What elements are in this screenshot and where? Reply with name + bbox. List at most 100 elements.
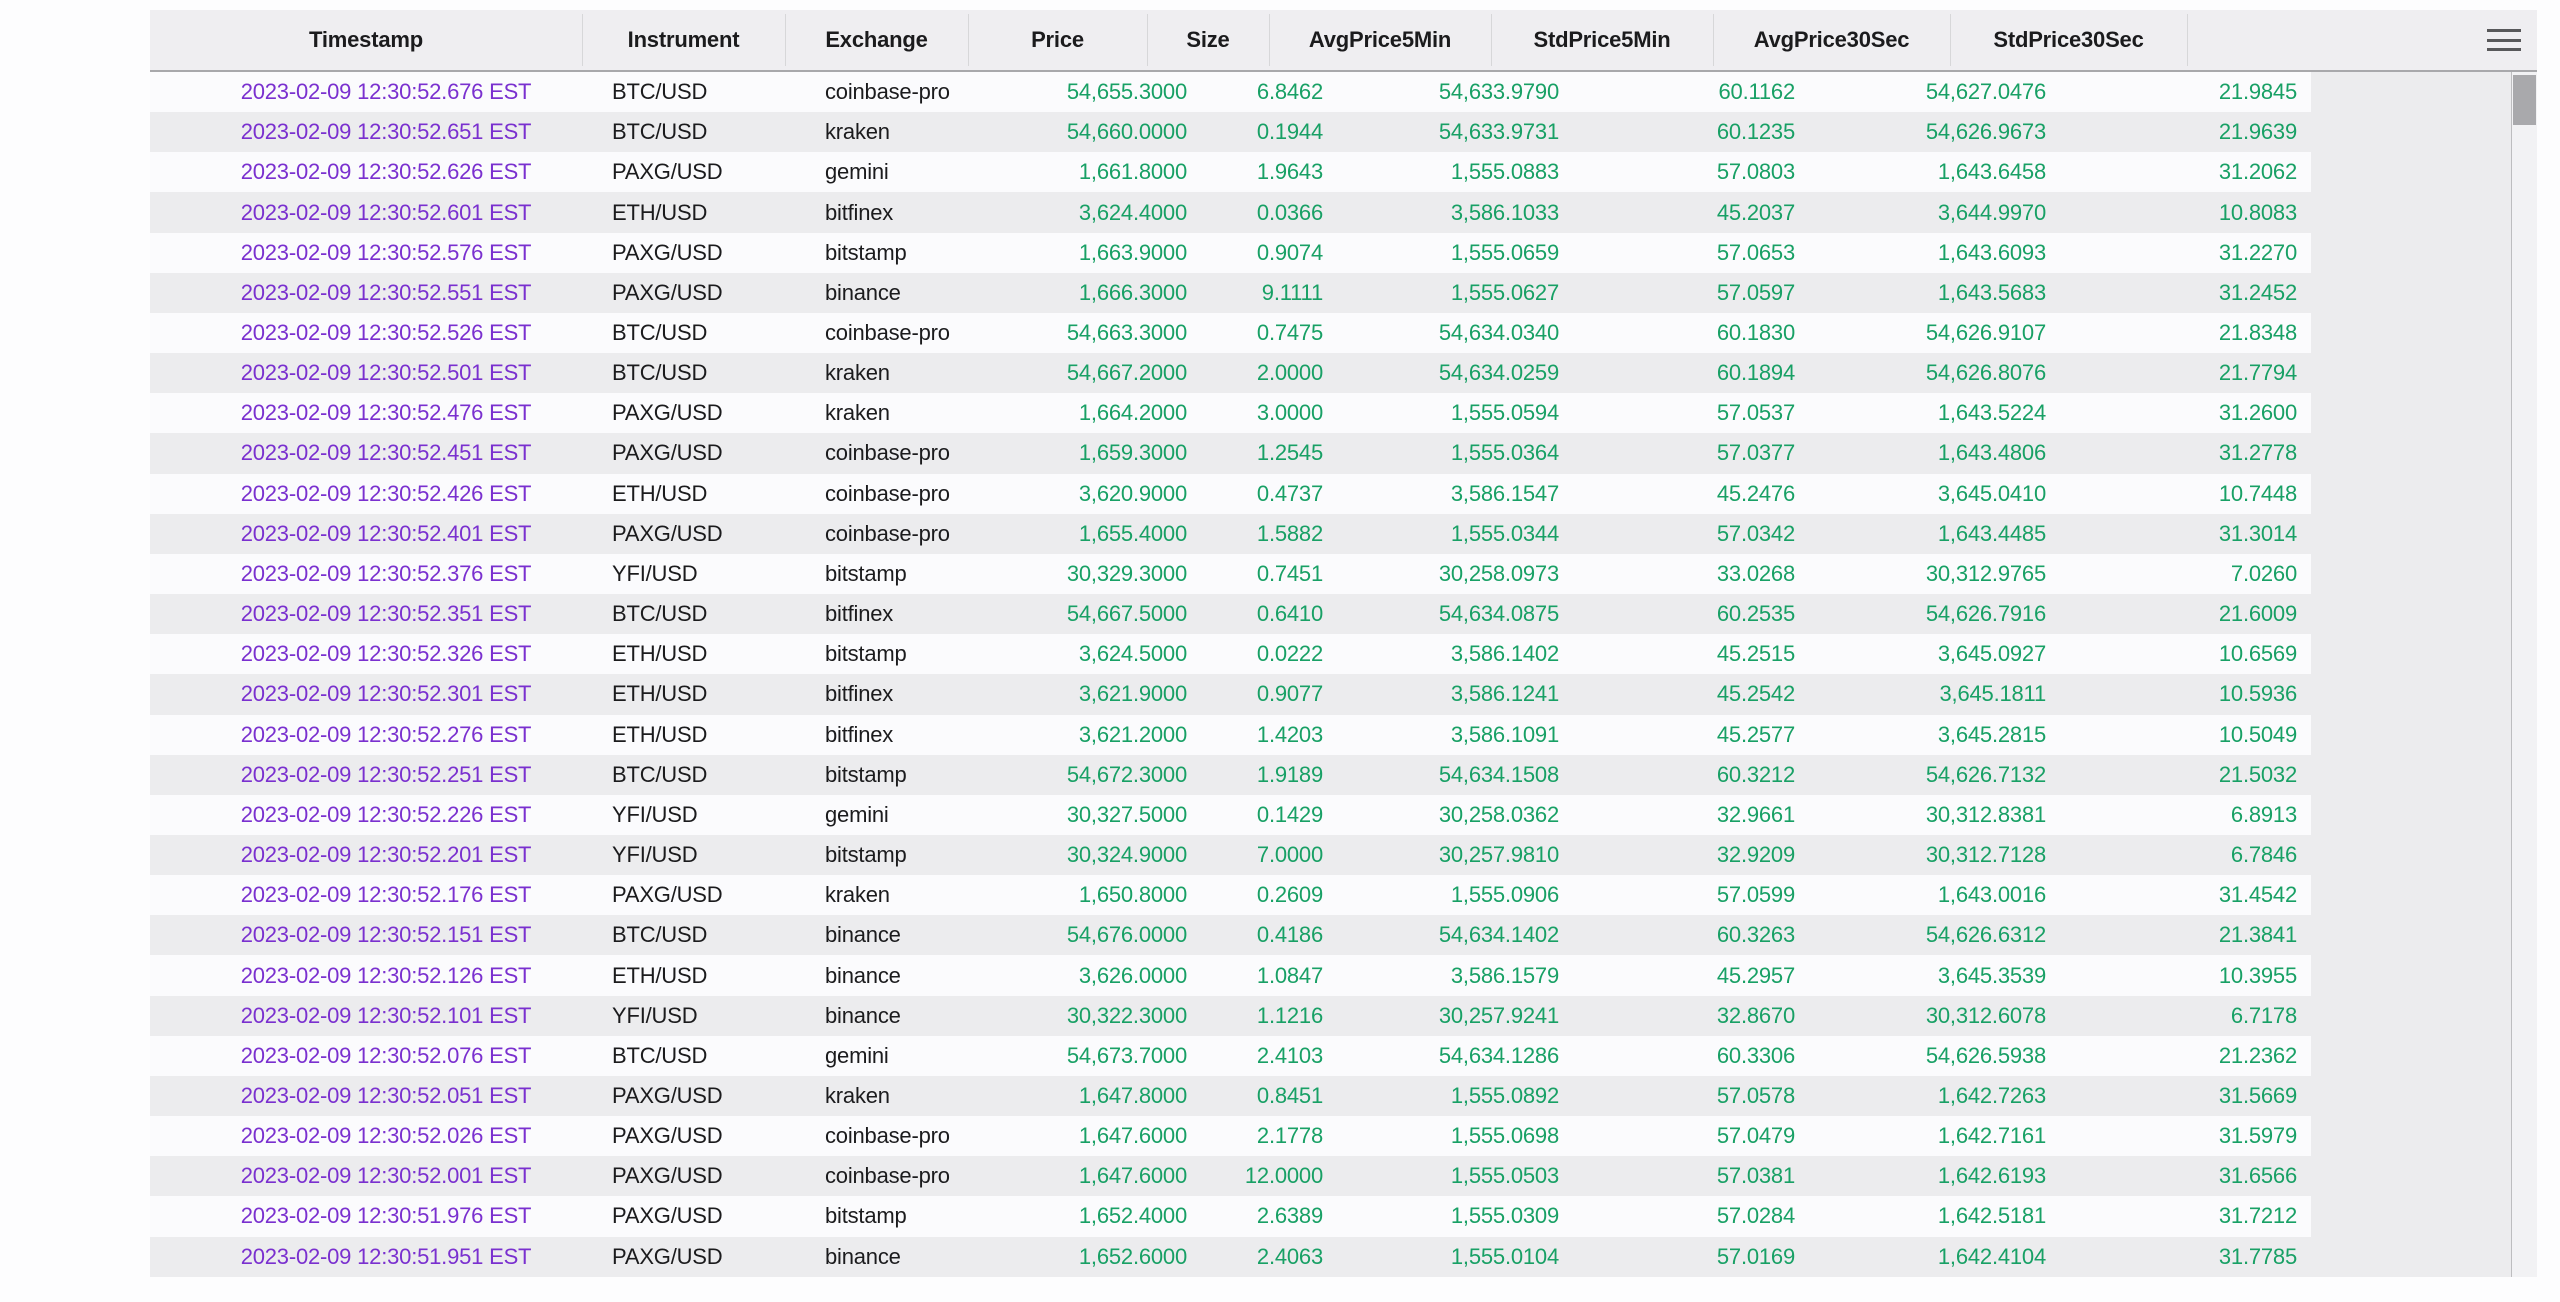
cell-size: 2.1778: [1201, 1116, 1337, 1157]
cell-size: 0.7451: [1201, 553, 1337, 595]
cell-instrument: BTC/USD: [602, 915, 815, 956]
cell-avgprice30sec: 1,642.4104: [1809, 1236, 2060, 1277]
cell-timestamp: 2023-02-09 12:30:52.626 EST: [150, 152, 602, 193]
cell-stdprice30sec: 21.9639: [2060, 112, 2311, 153]
cell-avgprice5min: 54,634.1402: [1337, 915, 1573, 956]
cell-instrument: PAXG/USD: [602, 1156, 815, 1197]
column-header-size[interactable]: Size: [1147, 10, 1269, 70]
cell-instrument: YFI/USD: [602, 794, 815, 835]
cell-avgprice30sec: 1,643.6093: [1809, 232, 2060, 273]
cell-size: 0.1944: [1201, 112, 1337, 153]
cell-price: 54,660.0000: [1008, 112, 1201, 153]
column-header-stdprice5min[interactable]: StdPrice5Min: [1491, 10, 1713, 70]
cell-timestamp: 2023-02-09 12:30:52.176 EST: [150, 875, 602, 916]
cell-avgprice5min: 54,633.9731: [1337, 112, 1573, 153]
cell-price: 54,667.5000: [1008, 594, 1201, 635]
cell-price: 54,673.7000: [1008, 1035, 1201, 1076]
cell-stdprice30sec: 31.2270: [2060, 232, 2311, 273]
row-filler: [2311, 674, 2511, 715]
cell-avgprice5min: 1,555.0883: [1337, 152, 1573, 193]
cell-stdprice30sec: 31.2600: [2060, 393, 2311, 434]
cell-price: 3,624.4000: [1008, 192, 1201, 233]
cell-avgprice30sec: 54,626.7132: [1809, 754, 2060, 795]
column-header-price[interactable]: Price: [968, 10, 1147, 70]
row-filler: [2311, 312, 2511, 354]
cell-stdprice5min: 57.0169: [1573, 1236, 1809, 1277]
cell-size: 3.0000: [1201, 393, 1337, 434]
column-header-avgprice5min[interactable]: AvgPrice5Min: [1269, 10, 1491, 70]
cell-stdprice30sec: 31.6566: [2060, 1156, 2311, 1197]
cell-size: 1.5882: [1201, 513, 1337, 554]
header-filler: [2187, 10, 2537, 70]
cell-stdprice5min: 60.1830: [1573, 312, 1809, 354]
cell-timestamp: 2023-02-09 12:30:52.376 EST: [150, 553, 602, 595]
cell-exchange: gemini: [815, 1035, 1008, 1076]
table-row: 2023-02-09 12:30:52.076 EST BTC/USD gemini…: [150, 1035, 2511, 1076]
cell-avgprice30sec: 54,627.0476: [1809, 72, 2060, 113]
column-header-timestamp[interactable]: Timestamp: [309, 27, 423, 52]
cell-avgprice5min: 1,555.0344: [1337, 513, 1573, 554]
table-row: 2023-02-09 12:30:52.426 EST ETH/USD coinba…: [150, 473, 2511, 514]
menu-icon[interactable]: [2487, 29, 2521, 51]
row-filler: [2311, 112, 2511, 153]
cell-timestamp: 2023-02-09 12:30:52.451 EST: [150, 433, 602, 474]
cell-instrument: ETH/USD: [602, 674, 815, 715]
table-row: 2023-02-09 12:30:51.951 EST PAXG/USD binan…: [150, 1236, 2511, 1277]
cell-instrument: BTC/USD: [602, 594, 815, 635]
cell-avgprice5min: 54,633.9790: [1337, 72, 1573, 113]
table-row: 2023-02-09 12:30:52.326 EST ETH/USD bitsta…: [150, 634, 2511, 675]
cell-size: 0.9074: [1201, 232, 1337, 273]
cell-instrument: PAXG/USD: [602, 1116, 815, 1157]
cell-timestamp: 2023-02-09 12:30:52.226 EST: [150, 794, 602, 835]
column-header-instrument[interactable]: Instrument: [582, 10, 785, 70]
cell-size: 9.1111: [1201, 272, 1337, 313]
cell-size: 0.0366: [1201, 192, 1337, 233]
row-filler: [2311, 1156, 2511, 1197]
cell-avgprice30sec: 54,626.9673: [1809, 112, 2060, 153]
cell-stdprice30sec: 21.3841: [2060, 915, 2311, 956]
cell-stdprice30sec: 21.6009: [2060, 594, 2311, 635]
row-filler: [2311, 353, 2511, 394]
cell-timestamp: 2023-02-09 12:30:52.476 EST: [150, 393, 602, 434]
cell-exchange: kraken: [815, 112, 1008, 153]
column-header-stdprice30sec[interactable]: StdPrice30Sec: [1950, 10, 2187, 70]
cell-exchange: coinbase-pro: [815, 312, 1008, 354]
table-row: 2023-02-09 12:30:52.451 EST PAXG/USD coinb…: [150, 433, 2511, 474]
cell-stdprice5min: 57.0377: [1573, 433, 1809, 474]
cell-exchange: coinbase-pro: [815, 513, 1008, 554]
cell-avgprice30sec: 1,642.5181: [1809, 1196, 2060, 1237]
cell-price: 1,652.4000: [1008, 1196, 1201, 1237]
cell-avgprice30sec: 1,643.6458: [1809, 152, 2060, 193]
cell-instrument: PAXG/USD: [602, 232, 815, 273]
column-header-avgprice30sec[interactable]: AvgPrice30Sec: [1713, 10, 1950, 70]
cell-size: 0.4186: [1201, 915, 1337, 956]
cell-avgprice30sec: 1,643.5683: [1809, 272, 2060, 313]
cell-stdprice30sec: 10.5049: [2060, 714, 2311, 755]
cell-instrument: PAXG/USD: [602, 1075, 815, 1117]
row-filler: [2311, 875, 2511, 916]
table-row: 2023-02-09 12:30:52.101 EST YFI/USD binanc…: [150, 995, 2511, 1036]
cell-size: 2.6389: [1201, 1196, 1337, 1237]
cell-price: 1,652.6000: [1008, 1236, 1201, 1277]
cell-exchange: bitfinex: [815, 674, 1008, 715]
column-header-exchange[interactable]: Exchange: [785, 10, 968, 70]
cell-stdprice5min: 57.0342: [1573, 513, 1809, 554]
cell-timestamp: 2023-02-09 12:30:52.551 EST: [150, 272, 602, 313]
cell-exchange: coinbase-pro: [815, 473, 1008, 514]
cell-avgprice5min: 1,555.0309: [1337, 1196, 1573, 1237]
cell-stdprice5min: 33.0268: [1573, 553, 1809, 595]
cell-size: 1.4203: [1201, 714, 1337, 755]
cell-stdprice5min: 60.3306: [1573, 1035, 1809, 1076]
vertical-scrollbar[interactable]: [2511, 72, 2537, 1277]
cell-exchange: coinbase-pro: [815, 72, 1008, 113]
cell-instrument: PAXG/USD: [602, 1236, 815, 1277]
cell-timestamp: 2023-02-09 12:30:51.951 EST: [150, 1236, 602, 1277]
table-row: 2023-02-09 12:30:52.601 EST ETH/USD bitfin…: [150, 192, 2511, 233]
cell-avgprice5min: 3,586.1579: [1337, 955, 1573, 996]
table-row: 2023-02-09 12:30:52.126 EST ETH/USD binanc…: [150, 955, 2511, 996]
cell-stdprice30sec: 6.8913: [2060, 794, 2311, 835]
cell-stdprice30sec: 31.5669: [2060, 1075, 2311, 1117]
scrollbar-thumb[interactable]: [2513, 75, 2536, 125]
cell-stdprice5min: 60.3212: [1573, 754, 1809, 795]
cell-instrument: BTC/USD: [602, 72, 815, 113]
